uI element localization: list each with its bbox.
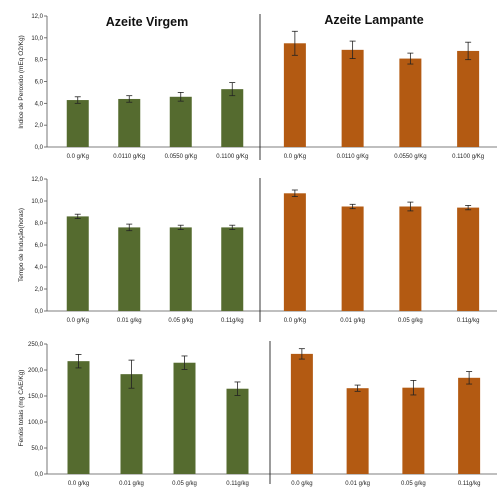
x-tick-label: 0.0110 g/Kg <box>113 154 145 160</box>
y-tick-label: 2,0 <box>35 287 44 293</box>
bar-virgem <box>67 361 90 474</box>
y-tick-label: 4,0 <box>35 265 44 271</box>
y-axis-label: Fenóis totais (mg CAE/Kg) <box>18 370 25 447</box>
x-tick-label: 0.0 g/Kg <box>284 318 306 324</box>
bar-virgem <box>118 227 141 311</box>
bar-virgem <box>66 216 89 311</box>
y-axis-label: Tempo de Indução(horas) <box>18 208 25 282</box>
bar-lampante <box>457 207 480 311</box>
x-tick-label: 0.01 g/kg <box>117 318 142 324</box>
charts-layer: 0,0 2,0 4,0 6,0 8,0 10,0 12,0 Indice de Peroxid… <box>18 14 497 487</box>
title-azeite-lampante: Azeite Lampante <box>324 13 423 27</box>
title-azeite-virgem: Azeite Virgem <box>106 15 188 29</box>
y-tick-label: 0,0 <box>35 472 44 478</box>
x-tick-label: 0.0 g/Kg <box>67 318 89 324</box>
y-tick-label: 50,0 <box>31 446 43 452</box>
bar-lampante <box>346 388 369 474</box>
x-tick-label: 0.11g/kg <box>226 481 249 487</box>
y-tick-label: 100,0 <box>28 420 44 426</box>
x-tick-label: 0.01 g/kg <box>119 481 144 487</box>
x-tick-label: 0.11g/kg <box>457 318 480 324</box>
x-tick-label: 0.0110 g/Kg <box>337 154 369 160</box>
y-tick-label: 0,0 <box>35 145 44 151</box>
bar-lampante <box>283 43 306 147</box>
x-tick-label: 0.0550 g/Kg <box>165 154 197 160</box>
y-tick-label: 200,0 <box>28 368 44 374</box>
y-tick-label: 8,0 <box>35 221 44 227</box>
y-tick-label: 4,0 <box>35 101 44 107</box>
bar-virgem <box>226 388 249 474</box>
x-tick-label: 0.0550 g/Kg <box>394 154 426 160</box>
y-tick-label: 250,0 <box>28 342 44 348</box>
bar-lampante <box>399 206 422 311</box>
bar-virgem <box>169 96 192 147</box>
x-tick-label: 0.01 g/kg <box>340 318 365 324</box>
y-tick-label: 150,0 <box>28 394 44 400</box>
y-tick-label: 6,0 <box>35 80 44 86</box>
x-tick-label: 0.01 g/kg <box>345 481 370 487</box>
x-tick-label: 0.0 g/kg <box>291 481 312 487</box>
y-tick-label: 2,0 <box>35 123 44 129</box>
bar-lampante <box>402 387 425 474</box>
x-tick-label: 0.05 g/kg <box>172 481 197 487</box>
y-tick-label: 0,0 <box>35 309 44 315</box>
bar-virgem <box>120 374 143 474</box>
bar-lampante <box>457 50 480 147</box>
bar-lampante <box>283 193 306 311</box>
y-tick-label: 10,0 <box>31 199 43 205</box>
bar-lampante <box>341 206 364 311</box>
bar-virgem <box>169 227 192 311</box>
x-tick-label: 0.05 g/kg <box>398 318 423 324</box>
bar-virgem <box>221 89 244 147</box>
bar-lampante <box>399 58 422 148</box>
y-tick-label: 12,0 <box>31 177 43 183</box>
bar-virgem <box>66 100 89 147</box>
y-tick-label: 6,0 <box>35 243 44 249</box>
bar-virgem <box>118 98 141 147</box>
x-tick-label: 0.11g/kg <box>458 481 481 487</box>
x-tick-label: 0.05 g/kg <box>168 318 193 324</box>
bar-lampante <box>458 377 481 474</box>
bar-lampante <box>341 49 364 147</box>
y-tick-label: 12,0 <box>31 14 43 20</box>
bar-virgem <box>173 362 196 474</box>
x-tick-label: 0.11g/kg <box>221 318 244 324</box>
x-tick-label: 0.1100 g/Kg <box>216 154 248 160</box>
bar-lampante <box>290 353 313 474</box>
bar-virgem <box>221 227 244 311</box>
x-tick-label: 0.0 g/Kg <box>67 154 89 160</box>
x-tick-label: 0.0 g/kg <box>68 481 89 487</box>
x-tick-label: 0.1100 g/Kg <box>452 154 484 160</box>
x-tick-label: 0.05 g/kg <box>401 481 426 487</box>
x-tick-label: 0.0 g/Kg <box>284 154 306 160</box>
y-tick-label: 8,0 <box>35 58 44 64</box>
y-tick-label: 10,0 <box>31 36 43 42</box>
y-axis-label: Indice de Peroxido (mEq O2/Kg) <box>18 35 25 129</box>
